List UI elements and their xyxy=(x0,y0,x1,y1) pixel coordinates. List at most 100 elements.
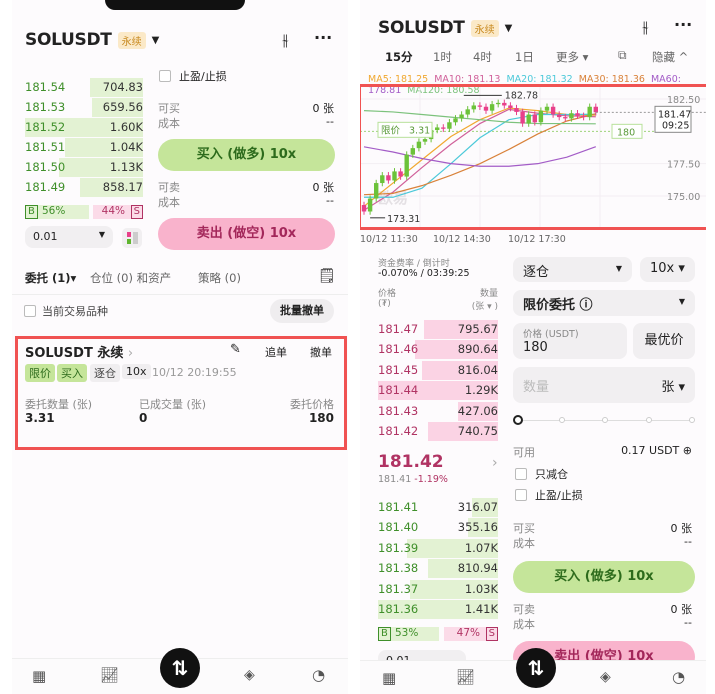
reduce-only-checkbox[interactable] xyxy=(515,468,527,480)
tab-orders[interactable]: 委托 (1)▾ xyxy=(25,271,77,285)
book-layout-icon[interactable] xyxy=(122,228,142,248)
depth-bar xyxy=(378,381,498,401)
assets-icon[interactable]: ◔ xyxy=(312,666,326,684)
orderbook-row[interactable]: 181.53 659.56 xyxy=(25,98,143,117)
tab-15m[interactable]: 15分 xyxy=(385,50,413,64)
slider-step[interactable] xyxy=(513,415,523,425)
tab-4h[interactable]: 4时 xyxy=(473,50,492,64)
market-icon[interactable]: 📈︎ xyxy=(456,668,476,686)
cost-label: 成本 xyxy=(513,537,535,550)
more-icon[interactable]: ··· xyxy=(314,28,333,47)
orderbook-row[interactable]: 181.39 1.07K xyxy=(378,538,498,558)
orderbook-row[interactable]: 181.38 810.94 xyxy=(378,559,498,579)
orderbook-row[interactable]: 181.40 355.16 xyxy=(378,518,498,538)
tag-leverage: 10x xyxy=(122,364,151,379)
tpsl-checkbox[interactable] xyxy=(515,489,527,501)
buy-long-button[interactable]: 买入 (做多) 10x xyxy=(158,139,335,171)
row-price: 181.37 xyxy=(378,581,419,596)
depth-bar xyxy=(89,78,143,97)
tpsl-label: 止盈/止损 xyxy=(535,489,583,502)
candle xyxy=(508,105,513,109)
candlestick-icon[interactable]: ⫳ xyxy=(642,17,649,36)
buy-long-button[interactable]: 买入 (做多) 10x xyxy=(513,561,695,593)
slider-step[interactable] xyxy=(689,417,695,423)
row-qty: 1.03K xyxy=(464,581,498,596)
orderbook-row[interactable]: 181.37 1.03K xyxy=(378,579,498,599)
limit-order-tag xyxy=(377,121,433,138)
symbol-selector[interactable]: SOLUSDT 永续 ▼ xyxy=(25,30,159,50)
quantity-input[interactable]: 数量 张 ▾ xyxy=(513,367,695,403)
row-price: 181.50 xyxy=(25,160,66,174)
orderbook-row[interactable]: 181.45 816.04 xyxy=(378,360,498,380)
qty-unit-select[interactable]: (张 ▾ ) xyxy=(471,302,498,312)
tab-positions[interactable]: 仓位 (0) 和资产 xyxy=(90,271,172,285)
candlestick-icon[interactable]: ⫳ xyxy=(282,30,289,49)
current-symbol-checkbox[interactable] xyxy=(24,305,36,317)
orderbook-row[interactable]: 181.51 1.04K xyxy=(25,138,143,157)
row-price: 181.51 xyxy=(25,140,66,154)
candle xyxy=(557,114,562,118)
candle xyxy=(575,113,580,116)
chase-order-button[interactable]: 追单 xyxy=(265,346,287,359)
tab-more[interactable]: 更多 ▾ xyxy=(556,50,589,64)
depth-bar xyxy=(80,178,143,197)
symbol-selector-right[interactable]: SOLUSDT 永续 ▼ xyxy=(378,18,512,38)
more-icon[interactable]: ··· xyxy=(674,15,693,34)
trade-button[interactable]: ⇅ xyxy=(160,648,200,688)
market-icon[interactable]: 📈︎ xyxy=(100,666,120,684)
assets-icon[interactable]: ◔ xyxy=(672,668,686,686)
order-type-select[interactable]: 限价委托 ⓘ ▼ xyxy=(513,290,695,316)
trade-button[interactable]: ⇅ xyxy=(516,648,556,688)
discover-icon[interactable]: ◈ xyxy=(600,669,611,685)
orderbook-row[interactable]: 181.43 427.06 xyxy=(378,401,498,421)
price-input[interactable]: 价格 (USDT) 180 xyxy=(513,323,627,359)
leverage-select[interactable]: 10x ▾ xyxy=(640,257,695,282)
precision-select[interactable]: 0.01 ▼ xyxy=(25,226,113,248)
edit-icon[interactable]: ✎ xyxy=(230,342,241,357)
candlestick-chart[interactable]: 182.50 177.50 175.00 10/12 11:30 10/12 14:30… xyxy=(360,84,706,244)
tab-strategies[interactable]: 策略 (0) xyxy=(198,271,241,285)
hide-chart-button[interactable]: 隐藏 ^ xyxy=(652,50,689,64)
orderbook-row[interactable]: 181.41 316.07 xyxy=(378,498,498,517)
order-history-icon[interactable]: 🗒 xyxy=(318,268,336,284)
orderbook-row[interactable]: 181.54 704.83 xyxy=(25,78,143,97)
quantity-placeholder: 数量 xyxy=(523,380,550,395)
slider-step[interactable] xyxy=(645,417,652,423)
candle xyxy=(550,106,556,115)
orderbook-row[interactable]: 181.46 890.64 xyxy=(378,340,498,360)
orderbook-row[interactable]: 181.36 1.41K xyxy=(378,600,498,619)
orderbook-row[interactable]: 181.44 1.29K xyxy=(378,381,498,401)
margin-mode-select[interactable]: 逐仓 ▼ xyxy=(513,257,632,282)
highlighted-chart xyxy=(360,84,706,230)
orderbook-row[interactable]: 181.49 858.17 xyxy=(25,178,143,197)
orderbook-row[interactable]: 181.50 1.13K xyxy=(25,158,143,177)
row-qty: 355.16 xyxy=(457,520,498,535)
batch-cancel-button[interactable]: 批量撤单 xyxy=(270,299,334,323)
candle xyxy=(435,127,440,131)
orderbook-row[interactable]: 181.52 1.60K xyxy=(25,118,143,137)
discover-icon[interactable]: ◈ xyxy=(244,667,255,683)
best-price-button[interactable]: 最优价 xyxy=(633,323,695,359)
orderbook-row[interactable]: 181.47 795.67 xyxy=(378,320,498,339)
tpsl-checkbox[interactable] xyxy=(159,70,171,82)
grid-icon[interactable]: ▦ xyxy=(32,667,47,685)
row-price: 181.52 xyxy=(25,120,66,134)
chart-settings-icon[interactable]: ⧉ xyxy=(618,48,627,62)
sell-short-button[interactable]: 卖出 (做空) 10x xyxy=(158,218,335,250)
depth-bar xyxy=(406,538,498,558)
candle xyxy=(538,110,544,123)
slider-step[interactable] xyxy=(602,417,608,423)
ma-legend-item: 178.81 xyxy=(368,85,402,96)
grid-icon[interactable]: ▦ xyxy=(382,669,397,687)
order-symbol[interactable]: SOLUSDT 永续 › xyxy=(25,342,133,361)
quantity-unit-select[interactable]: 张 ▾ xyxy=(661,380,685,395)
y-tick-label: 175.00 xyxy=(667,192,700,203)
cancel-order-button[interactable]: 撤单 xyxy=(310,346,332,359)
order-qty-value: 3.31 xyxy=(25,411,55,425)
limit-order-tag-qty: 3.31 xyxy=(409,125,430,136)
tab-1h[interactable]: 1时 xyxy=(433,50,452,64)
orderbook-row[interactable]: 181.42 740.75 xyxy=(378,422,498,441)
chevron-right-icon[interactable]: › xyxy=(492,455,498,471)
slider-step[interactable] xyxy=(558,417,565,423)
tab-1d[interactable]: 1日 xyxy=(515,50,534,64)
